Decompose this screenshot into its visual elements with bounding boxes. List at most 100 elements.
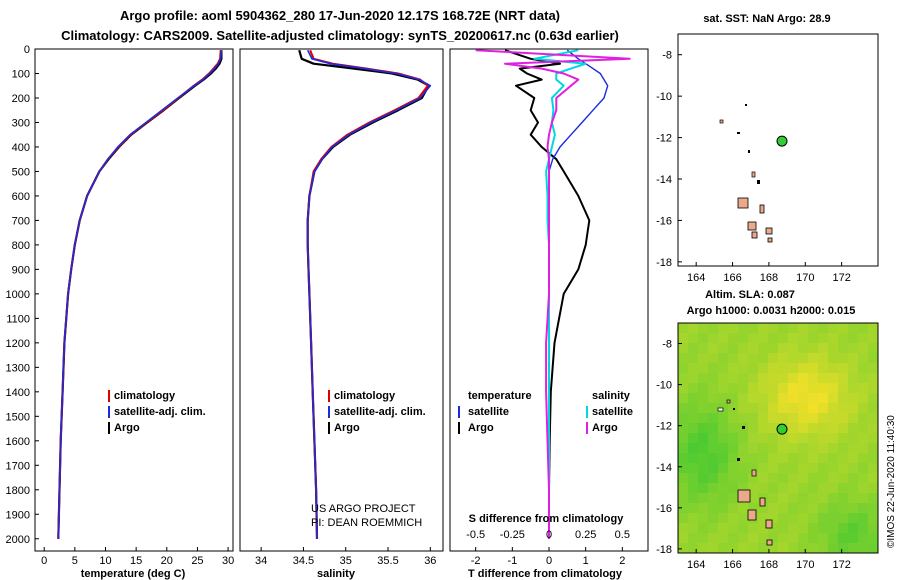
sla-cell	[868, 413, 878, 423]
sla-cell	[778, 353, 788, 363]
tick-label: -0.5	[466, 529, 485, 541]
sla-cell	[738, 343, 748, 353]
sla-cell	[728, 393, 738, 403]
sla-cell	[728, 323, 738, 333]
sla-cell	[838, 463, 848, 473]
legend-climatology: climatology	[334, 390, 396, 402]
sla-cell	[738, 483, 748, 493]
sla-cell	[808, 383, 818, 393]
sla-cell	[838, 523, 848, 533]
sla-cell	[748, 483, 758, 493]
tick-label: 1	[583, 555, 589, 567]
sla-cell	[718, 373, 728, 383]
sla-cell	[858, 503, 868, 513]
sla-cell	[798, 483, 808, 493]
legend-argo: Argo	[334, 422, 360, 434]
sla-cell	[768, 383, 778, 393]
sla-cell	[678, 423, 688, 433]
depth-tick-label: 400	[12, 142, 30, 154]
sla-cell	[758, 513, 768, 523]
island	[717, 407, 724, 412]
lat-tick-label: -18	[656, 257, 672, 269]
sla-cell	[868, 333, 878, 343]
sla-cell	[688, 533, 698, 543]
sla-cell	[728, 493, 738, 503]
map1-islands	[719, 104, 773, 243]
sla-cell	[708, 403, 718, 413]
sla-cell	[808, 353, 818, 363]
sla-cell	[688, 473, 698, 483]
sla-cell	[838, 323, 848, 333]
credit-pi: PI: DEAN ROEMMICH	[311, 517, 422, 529]
sla-cell	[788, 423, 798, 433]
salinity-legend: climatology satellite-adj. clim. Argo US…	[311, 390, 426, 529]
sla-cell	[808, 363, 818, 373]
sla-cell	[688, 543, 698, 553]
sla-cell	[768, 343, 778, 353]
difference-legend: temperature satellite Argo salinity sate…	[458, 390, 633, 434]
sla-cell	[678, 463, 688, 473]
sla-cell	[868, 523, 878, 533]
sla-cell	[788, 543, 798, 553]
sla-cell	[788, 523, 798, 533]
legend-satellite-adj: satellite-adj. clim.	[334, 406, 426, 418]
tick-label: 34.5	[293, 555, 314, 567]
sla-cell	[868, 463, 878, 473]
sla-cell	[738, 363, 748, 373]
sla-cell	[718, 433, 728, 443]
tick-label: 30	[222, 555, 234, 567]
sla-cell	[828, 363, 838, 373]
sla-cell	[778, 363, 788, 373]
sla-cell	[718, 423, 728, 433]
sla-cell	[688, 493, 698, 503]
depth-tick-label: 1100	[6, 313, 30, 325]
sla-cell	[758, 323, 768, 333]
sla-cell	[848, 343, 858, 353]
sla-cell	[698, 403, 708, 413]
sla-cell	[688, 393, 698, 403]
series-T-diff-argo	[504, 49, 591, 539]
sla-cell	[808, 393, 818, 403]
sla-cell	[838, 343, 848, 353]
sla-cell	[798, 453, 808, 463]
sla-cell	[728, 483, 738, 493]
sla-cell	[698, 453, 708, 463]
sla-cell	[798, 433, 808, 443]
sla-cell	[828, 453, 838, 463]
sla-cell	[698, 393, 708, 403]
sla-cell	[828, 463, 838, 473]
sla-cell	[798, 443, 808, 453]
sla-cell	[818, 373, 828, 383]
sla-cell	[768, 373, 778, 383]
sla-cell	[718, 493, 728, 503]
sla-cell	[688, 363, 698, 373]
sla-cell	[678, 323, 688, 333]
sla-cell	[808, 463, 818, 473]
sla-cell	[768, 453, 778, 463]
depth-tick-label: 1900	[6, 509, 30, 521]
sla-cell	[778, 413, 788, 423]
sla-cell	[738, 333, 748, 343]
lon-tick-label: 170	[796, 559, 814, 571]
tick-label: 36	[424, 555, 436, 567]
tick-label: 2	[619, 555, 625, 567]
sla-cell	[808, 323, 818, 333]
sla-cell	[858, 463, 868, 473]
sla-cell	[798, 373, 808, 383]
sla-cell	[748, 523, 758, 533]
sla-cell	[718, 543, 728, 553]
sla-cell	[768, 463, 778, 473]
sla-cell	[728, 343, 738, 353]
sla-cell	[788, 513, 798, 523]
sla-cell	[848, 443, 858, 453]
lat-tick-label: -10	[656, 91, 672, 103]
sla-cell	[778, 393, 788, 403]
sla-cell	[838, 373, 848, 383]
sla-cell	[758, 523, 768, 533]
sla-cell	[808, 483, 818, 493]
sla-cell	[698, 463, 708, 473]
island	[751, 469, 757, 477]
tick-label: 0	[41, 555, 47, 567]
sla-cell	[808, 503, 818, 513]
sla-cell	[788, 343, 798, 353]
